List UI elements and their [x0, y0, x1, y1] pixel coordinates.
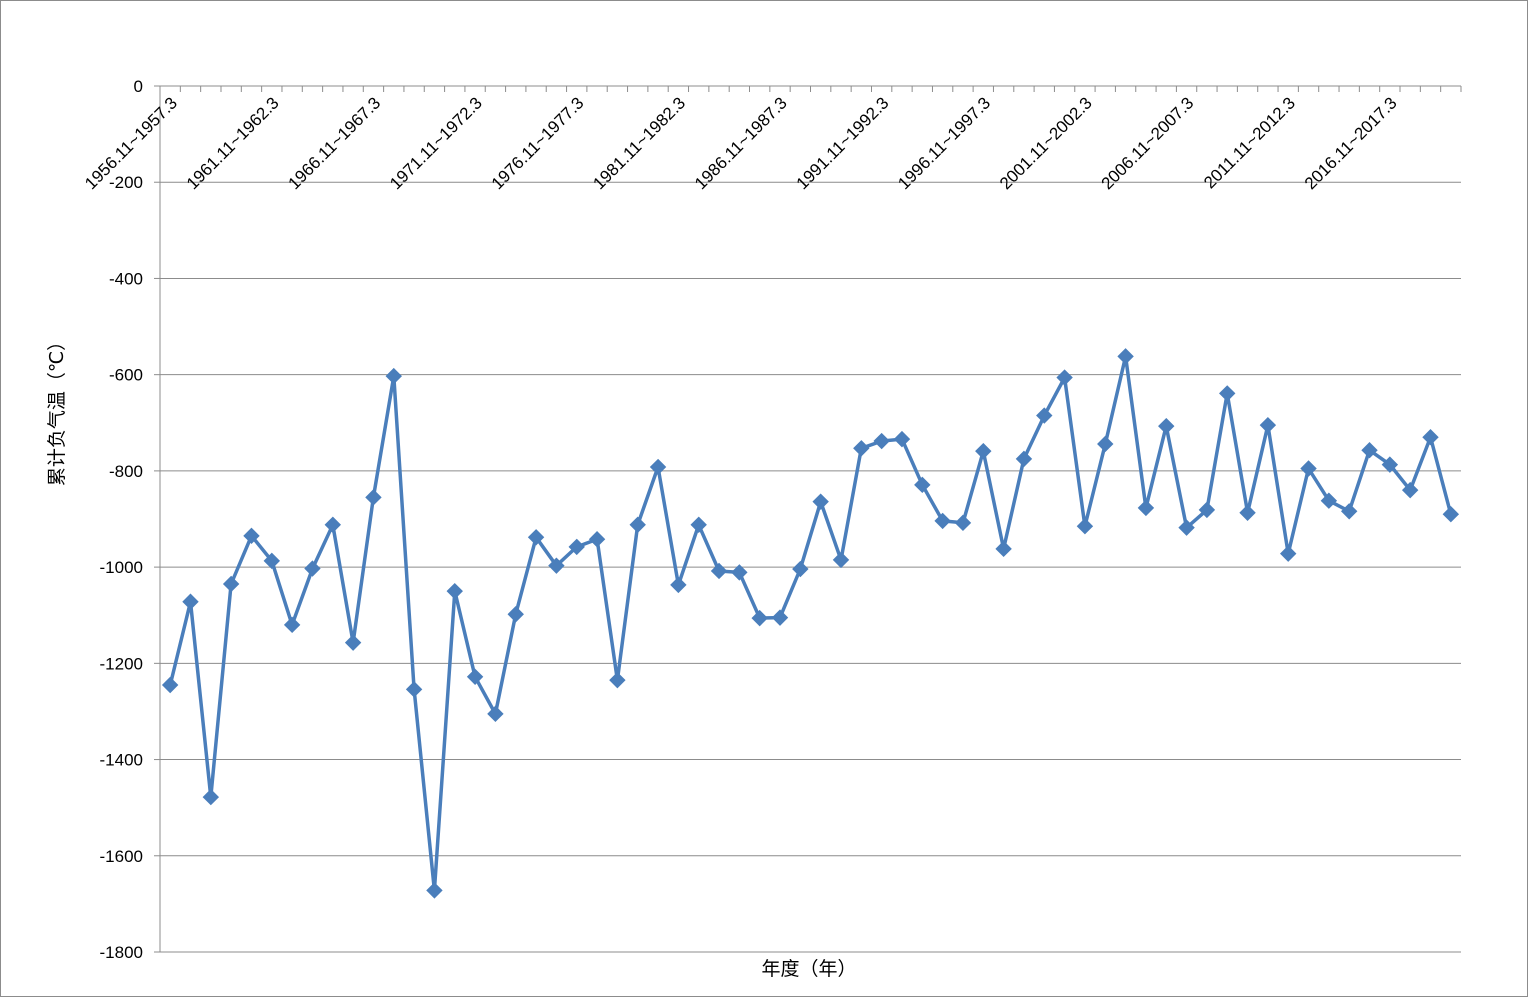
data-point: 1985: -1106 [751, 609, 768, 627]
x-tick-label: 1981.11~1982.3 [589, 93, 689, 193]
data-point: 2019: -890 [1442, 505, 1460, 523]
series-group: 1956: -1245 1957: -1072 1958: -1478 1959: -… [161, 348, 1460, 899]
data-point: 1982: -912 [690, 516, 707, 533]
data-point: 1962: -1120 [283, 616, 301, 634]
data-point: 1999: -685 [1036, 407, 1053, 424]
data-point: 1960: -935 [243, 527, 260, 545]
data-point: 1994: -904 [934, 512, 951, 530]
data-point: 1956: -1245 [161, 676, 179, 694]
data-point: 1979: -912 [629, 516, 646, 533]
data-point: 1977: -942 [588, 530, 606, 548]
data-point: 1989: -985 [832, 551, 850, 569]
data-point: 2006: -918 [1178, 519, 1195, 536]
data-point: 1978: -1235 [609, 671, 626, 689]
data-point: 2014: -884 [1340, 503, 1358, 520]
data-point: 2008: -639 [1219, 385, 1236, 402]
data-point: 1986: -1105 [771, 609, 789, 626]
data-point: 2018: -730 [1422, 429, 1439, 446]
y-tick-label: -600 [109, 366, 143, 385]
x-tick-label: 1971.11~1972.3 [386, 93, 486, 193]
data-point: 1958: -1478 [202, 788, 220, 806]
y-tick-label: -1000 [100, 558, 143, 577]
data-point: 2013: -862 [1320, 492, 1338, 509]
y-tick-labels: 0 -200 -400 -600 -800 -1000 -1200 -1400 -1600 -18… [100, 77, 143, 962]
data-point: 2007: -881 [1198, 501, 1216, 519]
data-point: 1991: -738 [873, 432, 890, 450]
data-point: 1969: -1672 [426, 882, 443, 899]
x-tick-label: 1961.11~1962.3 [183, 93, 283, 193]
y-tick-label: -400 [109, 269, 143, 288]
data-point: 2002: -744 [1097, 435, 1114, 453]
data-point: 2004: -877 [1137, 499, 1155, 517]
y-tick-label: -1800 [100, 943, 143, 962]
data-point: 2001: -915 [1076, 518, 1094, 535]
data-point: 2009: -887 [1239, 504, 1256, 521]
x-tick-label: 2001.11~2002.3 [996, 93, 1096, 193]
data-point: 1971: -1228 [466, 668, 484, 686]
data-point: 2010: -705 [1259, 416, 1277, 434]
data-point: 1957: -1072 [182, 593, 199, 610]
x-tick-label: 1986.11~1987.3 [691, 93, 791, 193]
data-point: 1987: -1004 [792, 560, 809, 578]
data-point: 2016: -787 [1381, 456, 1399, 473]
data-point: 1961: -987 [263, 552, 281, 570]
y-axis-label: 累计负气温（℃） [46, 332, 68, 486]
data-point: 1970: -1050 [446, 582, 463, 600]
data-point: 1984: -1011 [731, 564, 748, 581]
data-point: 1966: -855 [365, 489, 382, 506]
x-tick-label: 1966.11~1967.3 [284, 93, 384, 193]
series-line [168, 354, 1453, 893]
data-point: 2011: -972 [1280, 545, 1297, 562]
data-point: 1992: -734 [893, 430, 911, 448]
data-point: 1988: -864 [812, 493, 829, 510]
axes [154, 85, 1462, 953]
data-point: 1998: -775 [1015, 450, 1033, 468]
data-point: 1975: -997 [548, 557, 565, 574]
y-tick-label: -200 [109, 173, 143, 192]
data-point: 1974: -938 [527, 529, 545, 546]
x-tick-label: 2011.11~2012.3 [1200, 93, 1299, 192]
gridlines [160, 181, 1461, 953]
x-axis-label: 年度（年） [761, 958, 856, 980]
data-point: 1993: -829 [914, 476, 931, 494]
data-point: 1983: -1008 [710, 562, 728, 580]
x-tick-labels: 1956.11~1957.3 1961.11~1962.3 1966.11~1967… [81, 93, 1400, 193]
y-tick-label: -1400 [100, 751, 143, 770]
data-point: 1990: -753 [853, 440, 870, 457]
data-point: 1967: -603 [385, 367, 402, 385]
x-tick-label: 1991.11~1992.3 [793, 93, 893, 193]
data-point: 2012: -795 [1300, 460, 1317, 477]
data-point: 1963: -1003 [304, 560, 321, 577]
data-point: 2017: -840 [1401, 481, 1419, 499]
data-point: 1981: -1037 [670, 576, 687, 594]
y-tick-label: -1200 [100, 654, 143, 673]
data-point: 1980: -792 [649, 458, 667, 476]
data-point: 1996: -759 [975, 442, 992, 460]
data-point: 1965: -1157 [344, 634, 362, 651]
data-point: 1959: -1035 [222, 575, 240, 593]
data-point: 1968: -1254 [405, 681, 423, 698]
data-point: 1997: -962 [995, 540, 1012, 558]
x-tick-label: 1976.11~1977.3 [488, 93, 588, 193]
data-point: 2015: -757 [1361, 441, 1378, 459]
y-tick-label: 0 [134, 77, 143, 96]
data-point: 1964: -912 [324, 516, 341, 533]
data-point: 1976: -958 [568, 538, 585, 556]
y-tick-label: -800 [109, 462, 143, 481]
x-tick-label: 1996.11~1997.3 [894, 93, 994, 193]
y-tick-label: -1600 [100, 847, 143, 866]
data-point: 1972: -1305 [487, 705, 504, 723]
x-tick-label: 2006.11~2007.3 [1098, 93, 1198, 193]
data-point: 2000: -606 [1056, 369, 1073, 386]
x-tick-label: 2016.11~2017.3 [1301, 93, 1401, 193]
data-point: 1973: -1098 [507, 606, 524, 623]
data-point: 2005: -707 [1158, 417, 1175, 435]
data-point: 2003: -562 [1117, 348, 1134, 365]
data-point: 1995: -908 [954, 514, 972, 532]
